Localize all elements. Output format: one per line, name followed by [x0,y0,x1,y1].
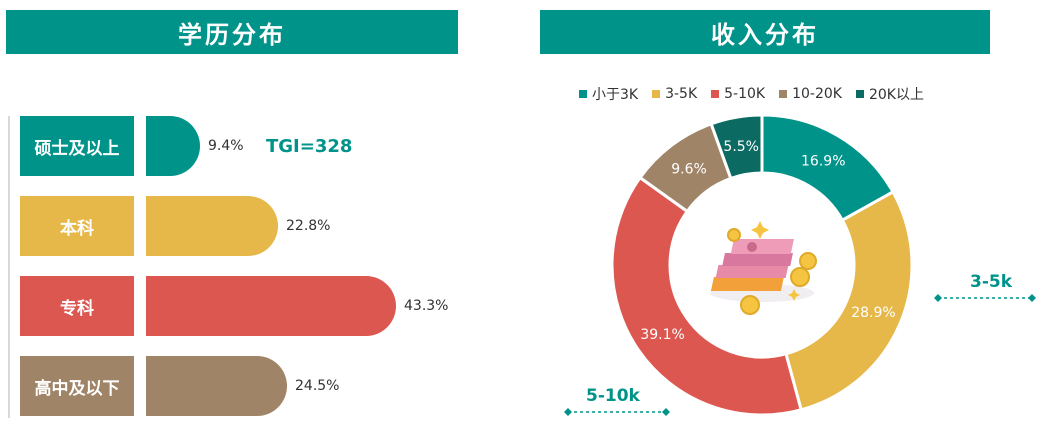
education-title: 学历分布 [178,20,286,49]
category-label-highschool: 高中及以下 [20,356,134,416]
donut-slice-4 [709,113,764,181]
legend-label: 小于3K [592,87,639,103]
legend-item: 20K以上 [855,84,924,104]
banknote-icon [730,239,794,254]
legend-label: 5-10K [724,86,766,102]
bar-master [146,116,200,176]
stack-pink-icon [715,265,789,278]
legend-item: 3-5K [652,84,697,104]
coin-icon [727,228,741,242]
callout-5-10k [564,408,670,416]
diamond-icon [662,408,670,416]
sparkle-icon [788,289,800,301]
tgi-label: TGI=328 [266,136,353,157]
legend-item: 5-10K [711,84,765,104]
bar-value-label-master: 9.4% [208,138,244,154]
money-illustration [710,221,817,315]
donut-slice-label-4: 5.5% [723,139,759,155]
coin-icon [790,267,810,287]
bar-value-label-highschool: 24.5% [295,378,340,394]
legend-label: 20K以上 [868,87,924,103]
legend-swatch [779,90,788,98]
donut-slice-2 [610,175,803,417]
income-title: 收入分布 [711,20,819,49]
legend-label: 3-5K [665,86,698,102]
donut-slice-label-1: 28.9% [851,305,895,321]
diamond-icon [1028,294,1036,302]
coin-icon [799,252,817,270]
bar-college [146,276,396,336]
income-legend: 小于3K 3-5K 5-10K 10-20K 20K以上 [579,84,924,104]
callout-label-3-5k: 3-5k [970,272,1013,292]
stack-orange-icon [710,277,784,291]
callout-label-5-10k: 5-10k [586,386,640,406]
legend-label: 10-20K [792,86,842,102]
stack-pink2-icon [722,253,793,266]
legend-swatch [579,90,587,98]
bar-axis-line [8,116,10,418]
bar-highschool [146,356,287,416]
diamond-icon [934,294,942,302]
legend-item: 10-20K [779,84,842,104]
diamond-icon [564,408,572,416]
bar-value-label-bachelor: 22.8% [286,218,331,234]
donut-slice-1 [784,189,914,412]
legend-swatch [652,90,661,98]
sparkle-icon [751,221,769,239]
legend-swatch [711,90,720,98]
donut-slice-label-3: 9.6% [671,161,707,177]
category-label-master: 硕士及以上 [20,116,134,176]
bar-bachelor [146,196,278,256]
income-title-banner: 收入分布 [540,10,990,54]
coin-icon [740,295,760,315]
donut-slice-label-2: 39.1% [640,327,684,343]
callout-3-5k [934,294,1036,302]
legend-swatch [855,90,864,98]
category-label-college: 专科 [20,276,134,336]
banknote-portrait-icon [747,242,757,252]
legend-item: 小于3K [579,84,638,104]
education-title-banner: 学历分布 [6,10,458,54]
donut-slice-label-0: 16.9% [801,154,845,170]
bar-value-label-college: 43.3% [404,298,449,314]
category-label-bachelor: 本科 [20,196,134,256]
